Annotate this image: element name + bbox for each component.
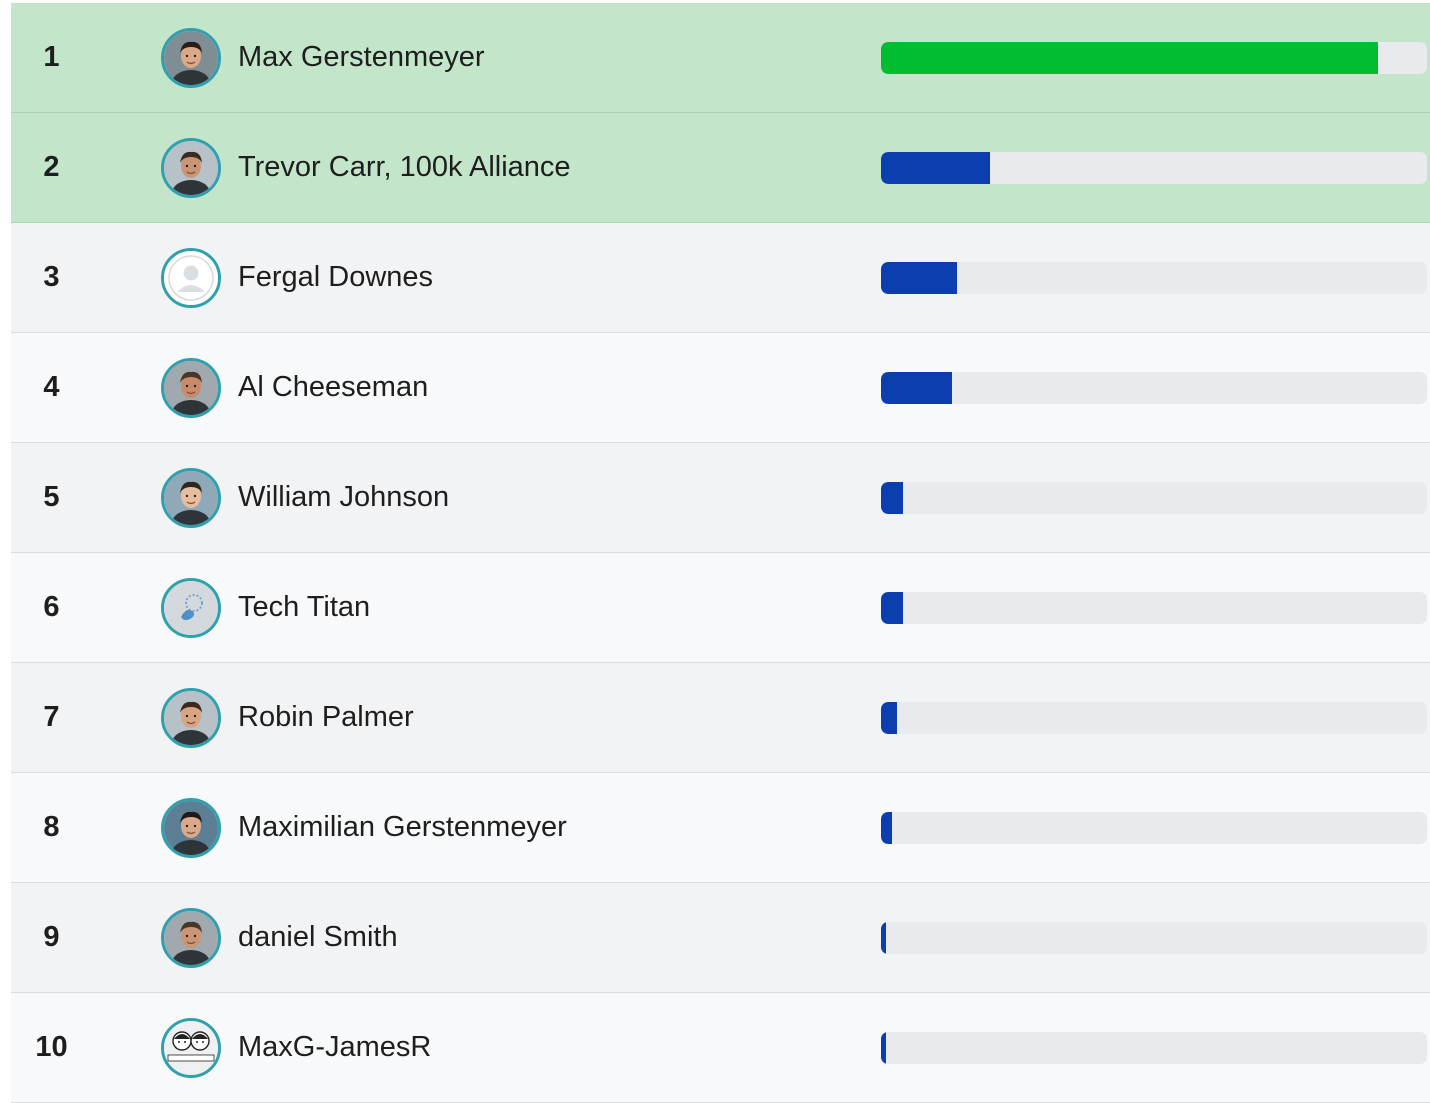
avatar-image-icon bbox=[164, 580, 218, 635]
progress-bar-fill bbox=[881, 371, 952, 404]
avatar[interactable] bbox=[161, 247, 221, 308]
avatar[interactable] bbox=[161, 797, 221, 858]
participant-name[interactable]: Tech Titan bbox=[238, 591, 371, 623]
rank-number: 9 bbox=[43, 921, 60, 953]
progress-track bbox=[881, 1031, 1427, 1064]
progress-bar-fill bbox=[881, 481, 903, 514]
progress-bar-fill bbox=[881, 1031, 887, 1064]
leaderboard-row[interactable]: 7 Robin Palmer bbox=[11, 663, 1430, 773]
rank-number: 10 bbox=[35, 1031, 68, 1063]
avatar[interactable] bbox=[161, 137, 221, 198]
progress-track bbox=[881, 811, 1427, 844]
participant-name[interactable]: Max Gerstenmeyer bbox=[238, 41, 485, 73]
participant-name[interactable]: Robin Palmer bbox=[238, 701, 414, 733]
avatar[interactable] bbox=[161, 357, 221, 418]
leaderboard: 1 Max Gerstenmeyer 2 Trevor Carr, 100k A… bbox=[11, 3, 1430, 1103]
rank-number: 7 bbox=[43, 701, 60, 733]
leaderboard-row[interactable]: 3 Fergal Downes bbox=[11, 223, 1430, 333]
avatar[interactable] bbox=[161, 27, 221, 88]
avatar[interactable] bbox=[161, 577, 221, 638]
progress-track bbox=[881, 921, 1427, 954]
progress-track bbox=[881, 591, 1427, 624]
leaderboard-row[interactable]: 1 Max Gerstenmeyer bbox=[11, 3, 1430, 113]
avatar-image-icon bbox=[164, 30, 218, 85]
participant-name[interactable]: Maximilian Gerstenmeyer bbox=[238, 811, 567, 843]
rank-number: 8 bbox=[43, 811, 60, 843]
avatar-image-icon bbox=[164, 360, 218, 415]
participant-name[interactable]: daniel Smith bbox=[238, 921, 398, 953]
progress-track bbox=[881, 151, 1427, 184]
avatar[interactable] bbox=[161, 907, 221, 968]
progress-bar-fill bbox=[881, 41, 1378, 74]
rank-number: 5 bbox=[43, 481, 60, 513]
participant-name[interactable]: Trevor Carr, 100k Alliance bbox=[238, 151, 571, 183]
default-user-icon bbox=[164, 250, 218, 305]
avatar-image-icon bbox=[164, 690, 218, 745]
rank-number: 1 bbox=[43, 41, 60, 73]
progress-bar-fill bbox=[881, 701, 898, 734]
avatar-image-icon bbox=[164, 470, 218, 525]
progress-track bbox=[881, 41, 1427, 74]
participant-name[interactable]: MaxG-JamesR bbox=[238, 1031, 432, 1063]
leaderboard-row[interactable]: 5 William Johnson bbox=[11, 443, 1430, 553]
avatar[interactable] bbox=[161, 467, 221, 528]
participant-name[interactable]: William Johnson bbox=[238, 481, 450, 513]
progress-track bbox=[881, 371, 1427, 404]
participant-name[interactable]: Fergal Downes bbox=[238, 261, 434, 293]
progress-track bbox=[881, 261, 1427, 294]
leaderboard-row[interactable]: 4 Al Cheeseman bbox=[11, 333, 1430, 443]
progress-track bbox=[881, 701, 1427, 734]
avatar-image-icon bbox=[164, 910, 218, 965]
rank-number: 2 bbox=[43, 151, 60, 183]
progress-bar-fill bbox=[881, 151, 991, 184]
leaderboard-row[interactable]: 8 Maximilian Gerstenmeyer bbox=[11, 773, 1430, 883]
avatar-image-icon bbox=[164, 140, 218, 195]
leaderboard-row[interactable]: 6 Tech Titan bbox=[11, 553, 1430, 663]
participant-name[interactable]: Al Cheeseman bbox=[238, 371, 429, 403]
leaderboard-row[interactable]: 9 daniel Smith bbox=[11, 883, 1430, 993]
progress-bar-fill bbox=[881, 591, 903, 624]
progress-bar-fill bbox=[881, 261, 958, 294]
leaderboard-row[interactable]: 10 MaxG-JamesR bbox=[11, 993, 1430, 1103]
rank-number: 4 bbox=[43, 371, 60, 403]
progress-track bbox=[881, 481, 1427, 514]
leaderboard-row[interactable]: 2 Trevor Carr, 100k Alliance bbox=[11, 113, 1430, 223]
rank-number: 6 bbox=[43, 591, 60, 623]
progress-bar-fill bbox=[881, 921, 887, 954]
avatar[interactable] bbox=[161, 687, 221, 748]
rank-number: 3 bbox=[43, 261, 60, 293]
progress-bar-fill bbox=[881, 811, 892, 844]
avatar-image-icon bbox=[164, 1020, 218, 1075]
avatar[interactable] bbox=[161, 1017, 221, 1078]
avatar-image-icon bbox=[164, 800, 218, 855]
